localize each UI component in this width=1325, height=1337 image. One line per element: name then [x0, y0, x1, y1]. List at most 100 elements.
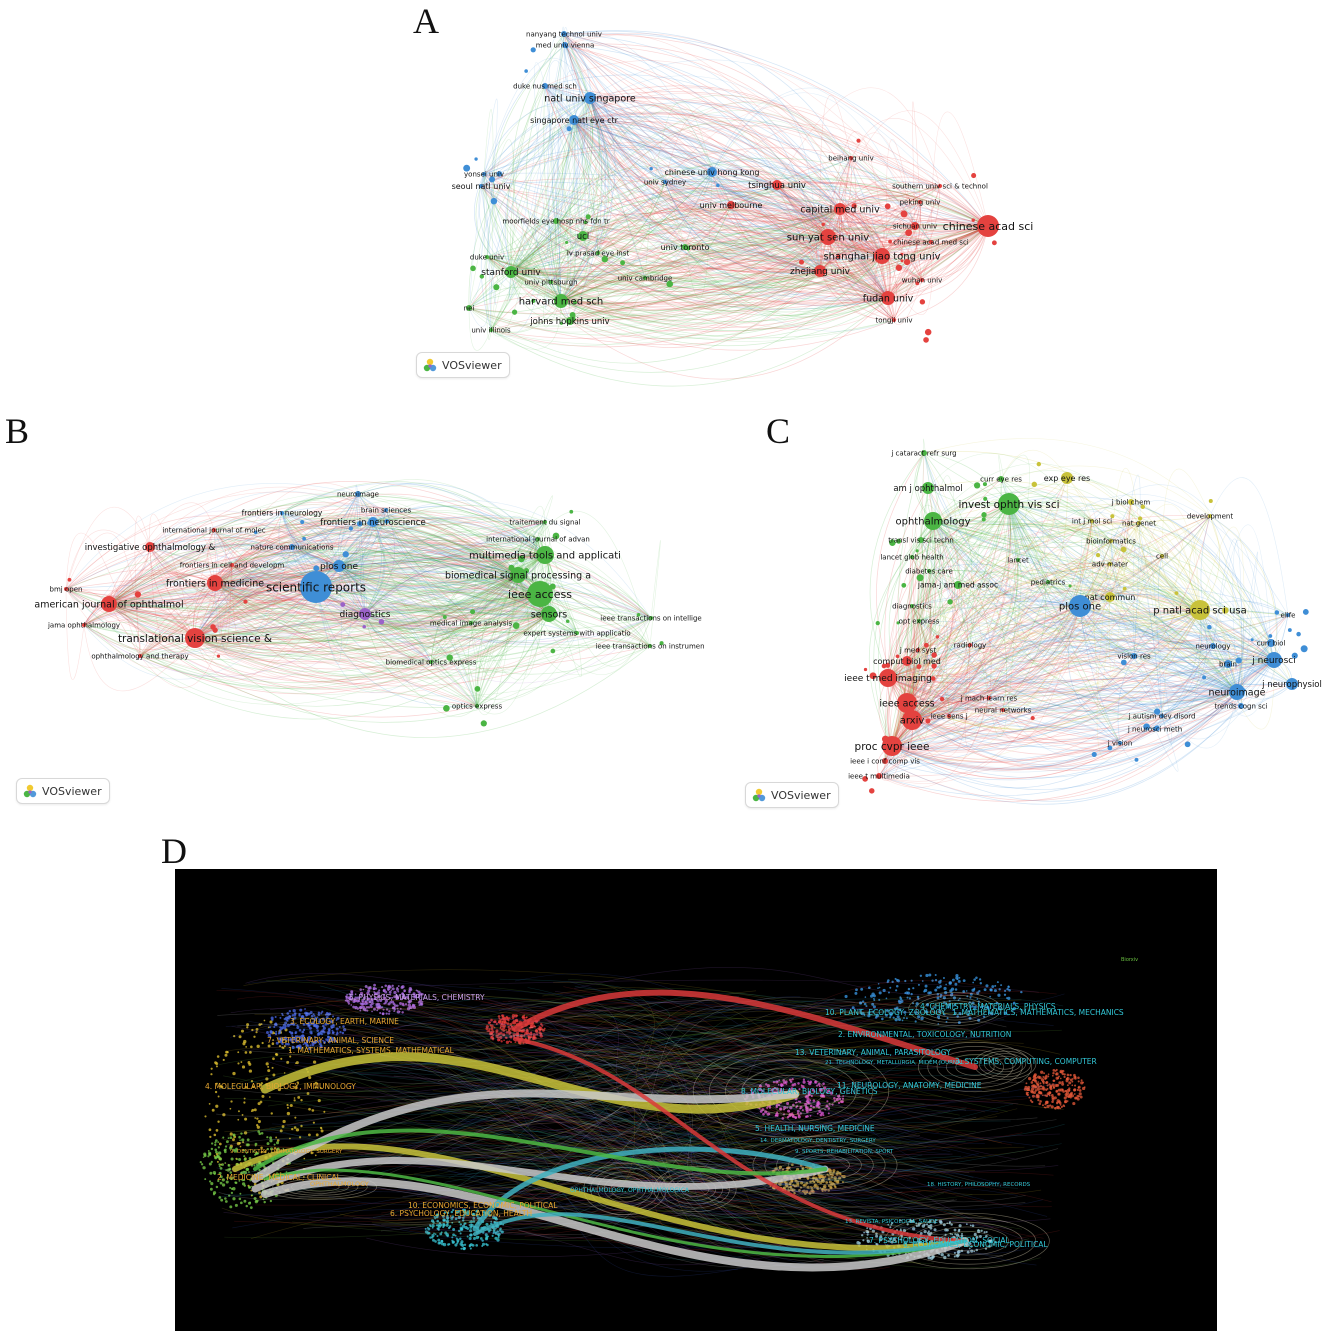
network-link [555, 171, 713, 291]
network-link [338, 565, 541, 666]
network-link [819, 157, 852, 272]
network-link [149, 513, 196, 639]
network-link [214, 552, 340, 584]
network-link [149, 486, 387, 548]
network-link [65, 582, 216, 669]
network-link [564, 44, 889, 299]
network-link [214, 582, 541, 595]
network-link [490, 84, 575, 331]
network-link [891, 584, 959, 747]
network-link [560, 297, 889, 304]
network-link [108, 602, 196, 639]
map-point [1077, 1086, 1080, 1089]
network-link [517, 495, 553, 576]
network-link [544, 85, 889, 299]
network-link [517, 574, 578, 634]
network-link [214, 554, 546, 626]
network-node-label: american journal of ophthalmol [34, 599, 183, 610]
network-link [486, 33, 565, 290]
map-point [215, 1129, 219, 1132]
network-link [544, 85, 579, 243]
network-link [776, 182, 989, 227]
network-link [149, 546, 550, 669]
network-link [214, 582, 550, 658]
network-link [108, 537, 293, 605]
map-point [1061, 1069, 1065, 1073]
network-link [906, 605, 1081, 704]
map-point [420, 1003, 423, 1006]
network-link [827, 220, 916, 238]
network-link [534, 62, 552, 283]
network-link [573, 87, 852, 159]
map-point [461, 1224, 466, 1228]
network-link [214, 517, 519, 584]
network-link [231, 564, 652, 674]
network-node-label: curr biol [1257, 640, 1286, 648]
network-link [555, 112, 599, 254]
network-link [214, 582, 652, 663]
network-node-label: shanghai jiao tong univ [823, 252, 940, 263]
network-link [108, 495, 539, 605]
network-link [108, 603, 550, 655]
network-link [231, 493, 546, 566]
network-link [108, 538, 539, 605]
network-link [486, 256, 562, 302]
network-link [149, 546, 366, 615]
network-link [564, 44, 821, 272]
network-link [214, 520, 546, 584]
network-link [555, 109, 829, 238]
network-link [490, 255, 883, 345]
network-link [83, 519, 340, 626]
network-link [430, 613, 550, 665]
network-link [194, 622, 472, 673]
network-link [887, 225, 989, 299]
network-node-label: ieee i conf comp vis [850, 758, 920, 766]
network-link [83, 624, 196, 692]
network-node-label: univ toronto [661, 243, 710, 252]
network-link [83, 535, 652, 626]
map-point [345, 995, 348, 998]
network-link [291, 546, 366, 615]
network-link [589, 97, 713, 173]
network-link [108, 603, 550, 641]
network-link [560, 225, 989, 302]
network-link [291, 546, 550, 615]
network-node-label: chinese univ hong kong [664, 168, 759, 177]
network-node [991, 240, 997, 246]
network-link [490, 44, 566, 337]
network-link [214, 582, 478, 707]
map-point [204, 1115, 207, 1118]
map-point [946, 1017, 949, 1020]
network-link [108, 543, 340, 605]
network-link [510, 187, 883, 273]
network-link [563, 33, 829, 238]
network-link [517, 574, 651, 647]
network-link [214, 554, 546, 633]
network-link [573, 119, 778, 196]
network-node-label: ucl [577, 232, 589, 242]
network-link [664, 181, 841, 217]
map-point [481, 1242, 486, 1246]
network-link [483, 173, 492, 341]
network-link [214, 582, 478, 707]
map-point [266, 1136, 269, 1139]
network-link [357, 493, 366, 615]
network-link [887, 185, 941, 299]
network-link [468, 293, 562, 309]
network-link [108, 493, 359, 605]
network-link [589, 97, 889, 299]
network-link [887, 201, 922, 299]
map-point [1000, 984, 1003, 987]
network-link [486, 236, 829, 282]
network-link [139, 561, 519, 657]
network-link [149, 529, 215, 645]
network-link [194, 636, 432, 663]
network-link [573, 118, 829, 238]
network-node-label: diagnostics [339, 610, 390, 620]
network-link [563, 33, 829, 238]
map-point [1039, 1100, 1042, 1103]
network-link [569, 208, 841, 322]
network-link [108, 561, 233, 605]
map-point [950, 987, 955, 991]
map-point [819, 1113, 823, 1117]
